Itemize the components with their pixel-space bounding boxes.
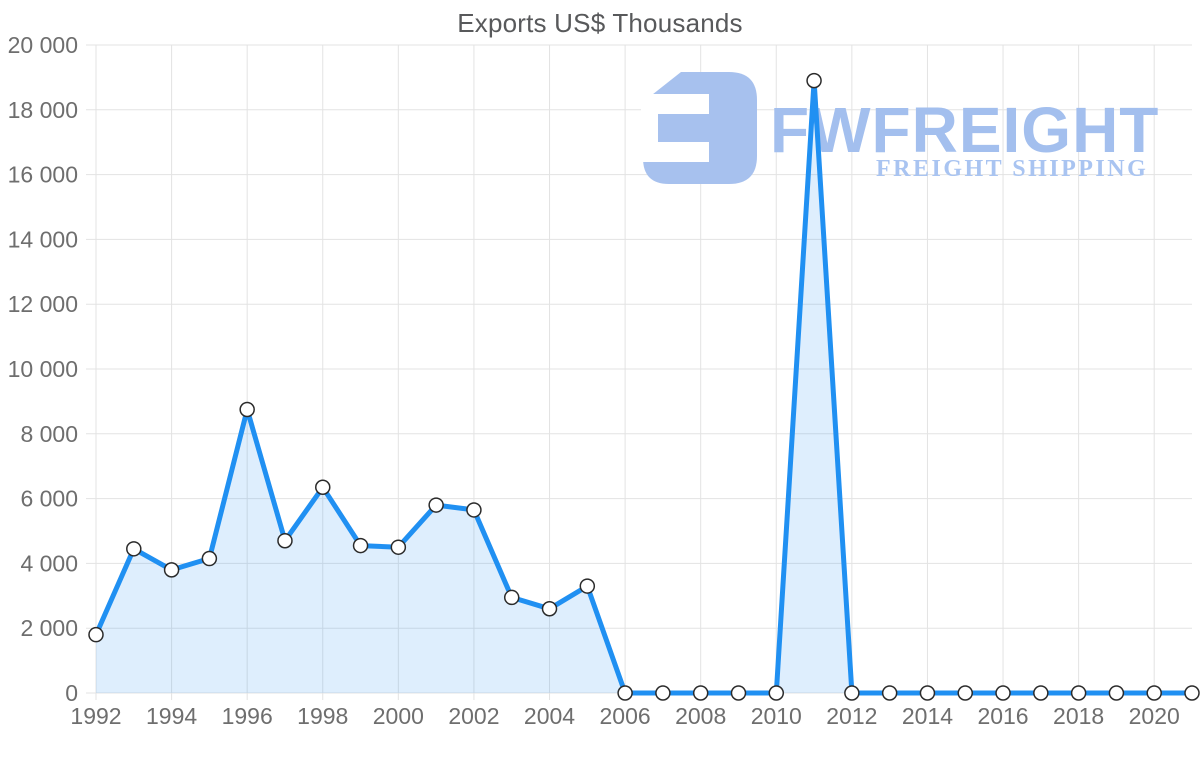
area-fill xyxy=(96,80,1192,694)
data-point[interactable] xyxy=(617,685,633,701)
y-axis-labels: 0 2 000 4 000 6 000 8 000 10 000 12 000 14 000 1… xyxy=(8,32,78,706)
data-points xyxy=(88,72,1200,701)
data-point[interactable] xyxy=(995,685,1011,701)
y-axis-tick-label: 12 000 xyxy=(8,291,78,317)
data-point[interactable] xyxy=(1033,685,1049,701)
data-point[interactable] xyxy=(201,550,218,567)
y-axis-tick-label: 14 000 xyxy=(8,226,78,252)
chart-title: Exports US$ Thousands xyxy=(457,8,743,38)
x-axis-tick-label: 1996 xyxy=(222,703,273,729)
watermark: FWFREIGHT FREIGHT SHIPPING xyxy=(641,72,1159,184)
y-axis-tick-label: 4 000 xyxy=(20,550,78,576)
data-point[interactable] xyxy=(844,685,860,701)
y-axis-tick-label: 8 000 xyxy=(20,421,78,447)
data-point[interactable] xyxy=(1070,685,1087,701)
x-axis-tick-label: 2020 xyxy=(1129,703,1180,729)
x-axis-tick-label: 2018 xyxy=(1053,703,1104,729)
x-axis-tick-label: 2008 xyxy=(675,703,726,729)
data-point[interactable] xyxy=(126,541,142,557)
y-axis-tick-label: 20 000 xyxy=(8,32,78,58)
data-point[interactable] xyxy=(390,539,407,555)
data-point[interactable] xyxy=(541,601,558,617)
data-point[interactable] xyxy=(315,479,331,496)
data-point[interactable] xyxy=(466,502,482,518)
x-axis-tick-label: 2012 xyxy=(826,703,877,729)
data-point[interactable] xyxy=(503,589,520,606)
data-point[interactable] xyxy=(1108,685,1125,701)
x-axis-tick-label: 2000 xyxy=(373,703,424,729)
y-axis-tick-label: 16 000 xyxy=(8,162,78,188)
data-point[interactable] xyxy=(428,497,444,513)
y-axis-tick-label: 0 xyxy=(65,680,78,706)
x-axis-tick-label: 2002 xyxy=(448,703,499,729)
data-point[interactable] xyxy=(730,685,747,701)
data-point[interactable] xyxy=(881,685,898,701)
data-point[interactable] xyxy=(957,685,973,701)
x-axis-tick-label: 1998 xyxy=(297,703,348,729)
data-point[interactable] xyxy=(277,532,293,549)
watermark-brand-text: FWFREIGHT xyxy=(770,94,1159,166)
data-point[interactable] xyxy=(88,626,104,643)
data-point[interactable] xyxy=(655,685,671,701)
data-point[interactable] xyxy=(768,685,785,701)
y-axis-tick-label: 10 000 xyxy=(8,356,78,382)
x-axis-tick-label: 1994 xyxy=(146,703,197,729)
data-point[interactable] xyxy=(1184,685,1200,701)
x-axis-labels: 1992 1994 1996 1998 2000 2002 2004 2006 2008 2010… xyxy=(70,703,1179,729)
data-point[interactable] xyxy=(919,685,936,701)
data-point[interactable] xyxy=(352,537,369,554)
gridlines xyxy=(86,44,1192,700)
x-axis-tick-label: 1992 xyxy=(70,703,121,729)
y-axis-tick-label: 18 000 xyxy=(8,97,78,123)
x-axis-tick-label: 2010 xyxy=(751,703,802,729)
y-axis-tick-label: 6 000 xyxy=(20,486,78,512)
data-point[interactable] xyxy=(692,685,709,701)
data-point[interactable] xyxy=(1146,685,1162,701)
data-point[interactable] xyxy=(806,72,822,89)
data-point[interactable] xyxy=(239,401,255,418)
watermark-tagline-text: FREIGHT SHIPPING xyxy=(876,156,1148,182)
x-axis-tick-label: 2004 xyxy=(524,703,575,729)
data-point[interactable] xyxy=(163,562,180,578)
x-axis-tick-label: 2006 xyxy=(600,703,651,729)
x-axis-tick-label: 2014 xyxy=(902,703,953,729)
y-axis-tick-label: 2 000 xyxy=(20,615,78,641)
data-point[interactable] xyxy=(579,578,596,594)
fwfreight-logo-icon xyxy=(641,72,757,184)
x-axis-tick-label: 2016 xyxy=(977,703,1028,729)
